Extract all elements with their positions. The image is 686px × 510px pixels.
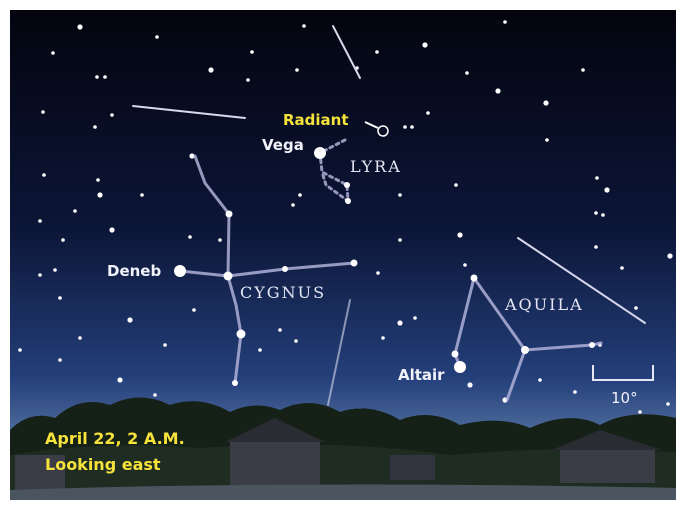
star [208, 67, 213, 72]
star [258, 348, 262, 352]
date-caption: April 22, 2 A.M. [45, 429, 185, 448]
star [155, 35, 159, 39]
star [51, 51, 55, 55]
star [604, 187, 609, 192]
star [426, 111, 430, 115]
star [93, 125, 97, 129]
star [601, 213, 605, 217]
star [545, 138, 549, 142]
star [594, 211, 598, 215]
star [302, 24, 306, 28]
star [250, 50, 254, 54]
star [153, 393, 157, 397]
altair-label: Altair [398, 366, 445, 384]
vega-label: Vega [262, 136, 304, 154]
star [398, 193, 402, 197]
star [398, 238, 402, 242]
star [375, 50, 379, 54]
star [620, 266, 624, 270]
star [109, 227, 114, 232]
star [291, 203, 295, 207]
star [192, 308, 196, 312]
sky-map: April 22, 2 A.M. Looking east Radiant Ve… [0, 0, 686, 510]
star [495, 88, 500, 93]
aquila-label: AQUILA [504, 295, 584, 314]
star [595, 176, 599, 180]
star [422, 42, 427, 47]
star [397, 320, 402, 325]
star [410, 125, 414, 129]
star [58, 296, 62, 300]
star [117, 377, 122, 382]
star [457, 232, 462, 237]
star [38, 273, 42, 277]
star [103, 75, 107, 79]
radiant-label: Radiant [283, 111, 349, 129]
star [110, 113, 114, 117]
star [95, 75, 99, 79]
star [376, 271, 380, 275]
star [73, 209, 77, 213]
star [77, 24, 82, 29]
star [53, 268, 57, 272]
star [294, 339, 298, 343]
star [594, 245, 598, 249]
star [295, 68, 299, 72]
lyra-label: LYRA [350, 157, 402, 176]
star [97, 192, 102, 197]
star [18, 348, 22, 352]
star [298, 193, 302, 197]
star [463, 263, 467, 267]
star [467, 382, 472, 387]
deneb-label: Deneb [107, 262, 161, 280]
star [188, 235, 192, 239]
star [127, 317, 132, 322]
star [465, 71, 469, 75]
star [42, 173, 46, 177]
star [667, 253, 672, 258]
star [58, 358, 62, 362]
star [666, 402, 670, 406]
star [140, 193, 144, 197]
star [538, 378, 542, 382]
star [634, 306, 638, 310]
star [581, 68, 585, 72]
star [61, 238, 65, 242]
star [413, 316, 417, 320]
star [573, 390, 577, 394]
star [38, 219, 42, 223]
star [278, 328, 282, 332]
star [163, 343, 167, 347]
star [246, 78, 250, 82]
star [503, 20, 507, 24]
scale-label: 10° [611, 389, 638, 407]
star [78, 336, 82, 340]
star [381, 336, 385, 340]
star [218, 238, 222, 242]
star [403, 125, 407, 129]
star [41, 110, 45, 114]
direction-caption: Looking east [45, 455, 161, 474]
star [543, 100, 548, 105]
cygnus-label: CYGNUS [240, 283, 326, 302]
star [454, 183, 458, 187]
star [638, 410, 642, 414]
star [96, 178, 100, 182]
